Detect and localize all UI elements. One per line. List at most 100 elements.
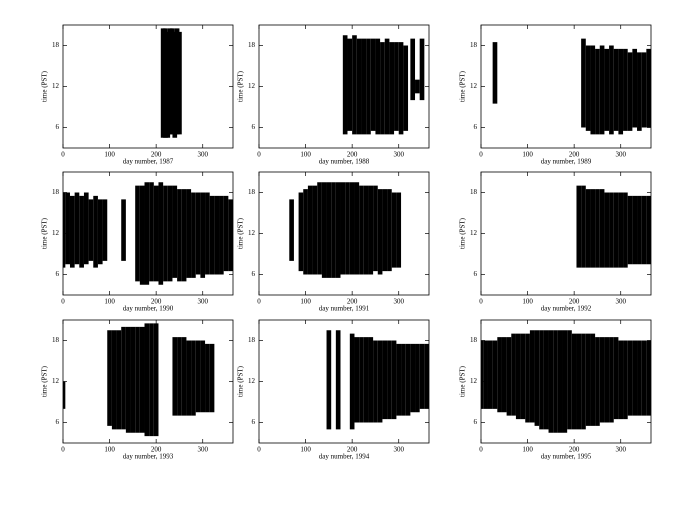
- y-tick-label: 18: [248, 336, 256, 344]
- y-tick-label: 12: [248, 229, 256, 237]
- y-tick-label: 6: [474, 418, 478, 426]
- x-tick-label: 0: [479, 446, 483, 454]
- panel: 0 100 200 300 6 12 18 day number, 1990 time (PST…: [41, 171, 234, 313]
- x-tick-label: 300: [393, 151, 404, 159]
- y-tick-label: 6: [252, 123, 256, 131]
- y-tick-label: 6: [252, 418, 256, 426]
- x-tick-label: 200: [347, 151, 358, 159]
- plot-area: [326, 330, 429, 430]
- y-tick-label: 18: [52, 336, 60, 344]
- y-tick-label: 18: [52, 41, 60, 49]
- x-tick-label: 100: [104, 151, 115, 159]
- y-axis-label: time (PST): [237, 217, 245, 249]
- panel: 0 100 200 300 6 12 18 day number, 1993 time (PST…: [41, 319, 234, 461]
- x-tick-label: 100: [104, 446, 115, 454]
- x-tick-label: 100: [300, 298, 311, 306]
- plot-area: [576, 185, 651, 268]
- x-axis-label: day number, 1988: [319, 158, 370, 166]
- plot-area: [289, 182, 402, 278]
- y-tick-label: 6: [56, 270, 60, 278]
- x-axis-label: day number, 1989: [541, 158, 592, 166]
- x-axis-label: day number, 1994: [319, 453, 370, 461]
- y-tick-label: 6: [474, 270, 478, 278]
- x-tick-label: 0: [479, 151, 483, 159]
- x-tick-label: 0: [257, 151, 261, 159]
- x-tick-label: 0: [257, 298, 261, 306]
- x-tick-label: 0: [61, 298, 65, 306]
- x-tick-label: 300: [197, 151, 208, 159]
- x-tick-label: 100: [522, 298, 533, 306]
- x-tick-label: 100: [522, 151, 533, 159]
- x-axis-label: day number, 1993: [123, 453, 174, 461]
- y-axis-label: time (PST): [459, 70, 467, 102]
- y-tick-label: 18: [52, 188, 60, 196]
- y-tick-label: 12: [52, 229, 60, 237]
- x-tick-label: 200: [151, 298, 162, 306]
- y-axis-label: time (PST): [41, 70, 49, 102]
- y-tick-label: 6: [56, 123, 60, 131]
- panel: 0 100 200 300 6 12 18 day number, 1992 time (PST…: [459, 171, 652, 313]
- x-tick-label: 100: [522, 446, 533, 454]
- panel: 0 100 200 300 6 12 18 day number, 1995 time (PST…: [459, 319, 652, 461]
- y-tick-label: 18: [470, 41, 478, 49]
- y-tick-label: 18: [248, 41, 256, 49]
- x-axis-label: day number, 1990: [123, 305, 174, 313]
- x-tick-label: 300: [393, 298, 404, 306]
- x-tick-label: 100: [104, 298, 115, 306]
- panel: 0 100 200 300 6 12 18 day number, 1988 time (PST…: [237, 24, 430, 166]
- x-tick-label: 0: [61, 446, 65, 454]
- plot-area: [481, 330, 651, 433]
- y-axis-label: time (PST): [459, 217, 467, 249]
- panel: 0 100 200 300 6 12 18 day number, 1991 time (PST…: [237, 171, 430, 313]
- y-axis-label: time (PST): [41, 365, 49, 397]
- panel: 0 100 200 300 6 12 18 day number, 1989 time (PST…: [459, 24, 652, 166]
- y-tick-label: 6: [252, 270, 256, 278]
- x-tick-label: 200: [569, 446, 580, 454]
- y-tick-label: 12: [52, 82, 60, 90]
- plot-frame: [62, 24, 234, 149]
- x-tick-label: 300: [197, 446, 208, 454]
- plot-area: [492, 38, 651, 135]
- x-tick-label: 300: [197, 298, 208, 306]
- x-tick-label: 200: [569, 151, 580, 159]
- y-tick-label: 12: [470, 82, 478, 90]
- y-tick-label: 12: [248, 377, 256, 385]
- plot-area: [342, 35, 425, 135]
- x-axis-label: day number, 1987: [123, 158, 174, 166]
- x-tick-label: 0: [257, 446, 261, 454]
- y-tick-label: 18: [470, 336, 478, 344]
- y-tick-label: 6: [56, 418, 60, 426]
- y-tick-label: 12: [470, 377, 478, 385]
- x-tick-label: 300: [615, 446, 626, 454]
- x-tick-label: 200: [151, 151, 162, 159]
- y-tick-label: 12: [470, 229, 478, 237]
- x-tick-label: 200: [347, 446, 358, 454]
- x-tick-label: 0: [61, 151, 65, 159]
- y-tick-label: 12: [52, 377, 60, 385]
- x-tick-label: 0: [479, 298, 483, 306]
- y-axis-label: time (PST): [237, 70, 245, 102]
- y-tick-label: 12: [248, 82, 256, 90]
- x-tick-label: 300: [615, 298, 626, 306]
- y-axis-label: time (PST): [459, 365, 467, 397]
- y-tick-label: 6: [474, 123, 478, 131]
- x-tick-label: 300: [615, 151, 626, 159]
- x-axis-label: day number, 1991: [319, 305, 370, 313]
- plot-area: [63, 323, 215, 437]
- y-tick-label: 18: [470, 188, 478, 196]
- panel: 0 100 200 300 6 12 18 day number, 1994 time (PST…: [237, 319, 430, 461]
- x-tick-label: 200: [569, 298, 580, 306]
- plot-area: [160, 28, 182, 138]
- x-tick-label: 200: [151, 446, 162, 454]
- y-axis-label: time (PST): [237, 365, 245, 397]
- x-tick-label: 300: [393, 446, 404, 454]
- y-tick-label: 18: [248, 188, 256, 196]
- x-axis-label: day number, 1992: [541, 305, 592, 313]
- x-tick-label: 200: [347, 298, 358, 306]
- x-tick-label: 100: [300, 151, 311, 159]
- panel: 0 100 200 300 6 12 18 day number, 1987 time (PST…: [41, 24, 234, 166]
- x-axis-label: day number, 1995: [541, 453, 592, 461]
- plot-area: [63, 182, 233, 285]
- y-axis-label: time (PST): [41, 217, 49, 249]
